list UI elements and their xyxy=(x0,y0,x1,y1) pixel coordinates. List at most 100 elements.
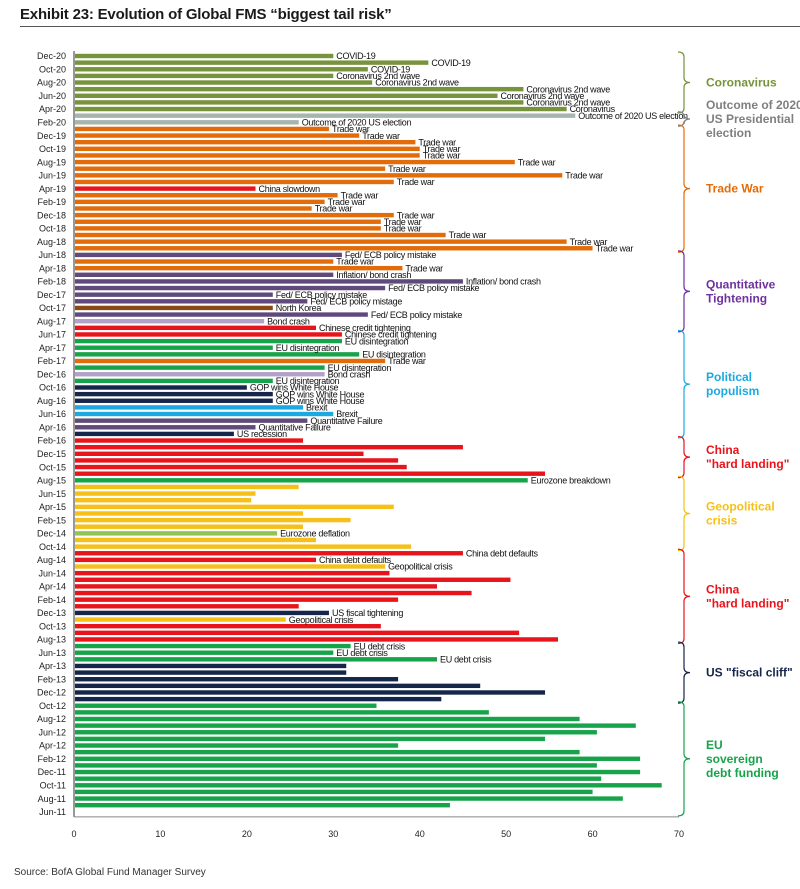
bar-Jul-13 xyxy=(75,643,351,649)
y-tick-label: Apr-19 xyxy=(39,184,66,194)
bar-label-Feb-17: Trade war xyxy=(388,356,426,366)
y-tick-label: Jun-16 xyxy=(38,409,66,419)
bar-label-Sep-17: Fed/ ECB policy mistake xyxy=(371,310,462,320)
bar-label-Jun-16: Brexit xyxy=(336,409,358,419)
y-tick-label: Aug-11 xyxy=(38,794,66,804)
bar-Mar-16 xyxy=(75,431,234,437)
y-tick-label: Aug-13 xyxy=(37,635,66,645)
bar-Aug-14 xyxy=(75,557,316,563)
bar-Aug-16 xyxy=(75,398,273,403)
group-bracket xyxy=(677,701,691,817)
bar-Oct-15 xyxy=(75,464,407,470)
bar-label-Aug-17: Bond crash xyxy=(267,316,310,326)
x-tick-label: 20 xyxy=(242,829,252,839)
bar-Sep-13 xyxy=(75,630,520,636)
bar-label-Oct-17: North Korea xyxy=(276,303,322,313)
y-tick-label: Feb-13 xyxy=(37,674,66,684)
bar-Dec-20 xyxy=(75,53,334,59)
bar-label-Mar-19: Trade war xyxy=(341,190,379,200)
bar-Jun-16 xyxy=(75,411,334,417)
bar-Jan-13 xyxy=(75,683,481,689)
bar-Aug-20 xyxy=(75,80,373,85)
bar-label-Jul-14: Geopolitical crisis xyxy=(388,562,453,572)
bar-May-16 xyxy=(75,418,308,423)
y-tick-label: Aug-19 xyxy=(37,157,66,167)
y-tick-label: Apr-17 xyxy=(39,343,66,353)
y-tick-label: Oct-14 xyxy=(39,542,66,552)
bar-label-Jan-18: Fed/ ECB policy mistake xyxy=(388,283,479,293)
y-tick-label: Oct-16 xyxy=(39,383,66,393)
bar-label-Nov-18: Trade war xyxy=(384,217,422,227)
bar-Sep-12 xyxy=(75,710,489,715)
y-tick-label: Oct-17 xyxy=(39,303,66,313)
y-tick-label: Apr-18 xyxy=(39,263,66,273)
bar-Jan-12 xyxy=(75,763,597,768)
bar-Oct-18 xyxy=(75,226,381,231)
bar-May-12 xyxy=(75,736,546,742)
bar-Oct-20 xyxy=(75,67,368,72)
bar-label-Oct-18: Trade war xyxy=(384,224,422,234)
bar-label-Jun-20: Coronavirus 2nd wave xyxy=(501,91,585,101)
bar-Feb-20 xyxy=(75,120,299,125)
bar-May-19 xyxy=(75,179,394,185)
bar-May-13 xyxy=(75,657,437,662)
bar-Dec-12 xyxy=(75,690,546,695)
bar-Aug-13 xyxy=(75,637,558,642)
y-tick-label: Feb-17 xyxy=(37,356,66,366)
bar-Jun-14 xyxy=(75,570,390,576)
bar-label-Nov-17: Fed/ ECB policy mistage xyxy=(310,297,402,307)
group-label: crisis xyxy=(706,514,738,528)
bar-Jun-19 xyxy=(75,173,563,178)
bar-label-Mar-17: EU disintegration xyxy=(362,350,426,360)
bar-Mar-12 xyxy=(75,749,580,755)
y-tick-label: Apr-16 xyxy=(39,423,66,433)
group-bracket xyxy=(677,124,691,253)
title-rule xyxy=(20,26,800,27)
bar-label-May-17: EU disintegration xyxy=(345,336,409,346)
y-tick-label: Oct-18 xyxy=(39,224,66,234)
bar-Dec-15 xyxy=(75,451,364,456)
bar-Jan-20 xyxy=(75,126,329,132)
bar-label-May-16: Quantitative Failure xyxy=(310,416,382,426)
y-tick-label: Aug-16 xyxy=(37,396,66,406)
y-tick-label: Dec-15 xyxy=(37,449,66,459)
bar-Aug-18 xyxy=(75,239,567,244)
bar-Apr-14 xyxy=(75,584,437,589)
bar-Mar-20 xyxy=(75,113,576,118)
bar-Jun-15 xyxy=(75,491,256,496)
y-tick-label: Dec-13 xyxy=(37,608,66,618)
bar-Nov-11 xyxy=(75,776,602,781)
group-label: Quantitative xyxy=(706,277,776,291)
bar-Sep-14 xyxy=(75,551,463,556)
x-tick-label: 60 xyxy=(588,829,598,839)
bar-Apr-12 xyxy=(75,743,399,748)
group-bracket xyxy=(677,435,691,479)
y-tick-label: Apr-20 xyxy=(39,104,66,114)
y-tick-label: Jun-19 xyxy=(38,171,66,181)
bar-label-Jul-20: Coronavirus 2nd wave xyxy=(526,84,610,94)
bar-Apr-20 xyxy=(75,106,567,112)
bar-label-Jun-13: EU debt crisis xyxy=(336,648,388,658)
bar-Jul-16 xyxy=(75,405,304,410)
y-tick-label: Jun-18 xyxy=(38,250,66,260)
bar-Dec-13 xyxy=(75,610,329,616)
group-label: Coronavirus xyxy=(706,76,777,90)
bar-label-Aug-18: Trade war xyxy=(570,237,608,247)
bar-Feb-18 xyxy=(75,279,463,284)
bar-label-May-19: Trade war xyxy=(397,177,435,187)
group-label: election xyxy=(706,126,751,140)
bar-Dec-11 xyxy=(75,769,641,775)
bar-label-Aug-20: Coronavirus 2nd wave xyxy=(375,78,459,88)
x-tick-label: 0 xyxy=(71,829,76,839)
group-label: Political xyxy=(706,370,752,384)
bar-Feb-17 xyxy=(75,358,386,364)
bar-Nov-20 xyxy=(75,60,429,65)
group-bracket xyxy=(677,250,691,333)
group-bracket xyxy=(677,548,691,645)
bar-Aug-19 xyxy=(75,159,515,165)
bar-label-Dec-13: US fiscal tightening xyxy=(332,608,403,618)
bar-Jun-18 xyxy=(75,252,342,258)
bar-Feb-19 xyxy=(75,199,325,205)
bar-Jul-18 xyxy=(75,246,593,251)
